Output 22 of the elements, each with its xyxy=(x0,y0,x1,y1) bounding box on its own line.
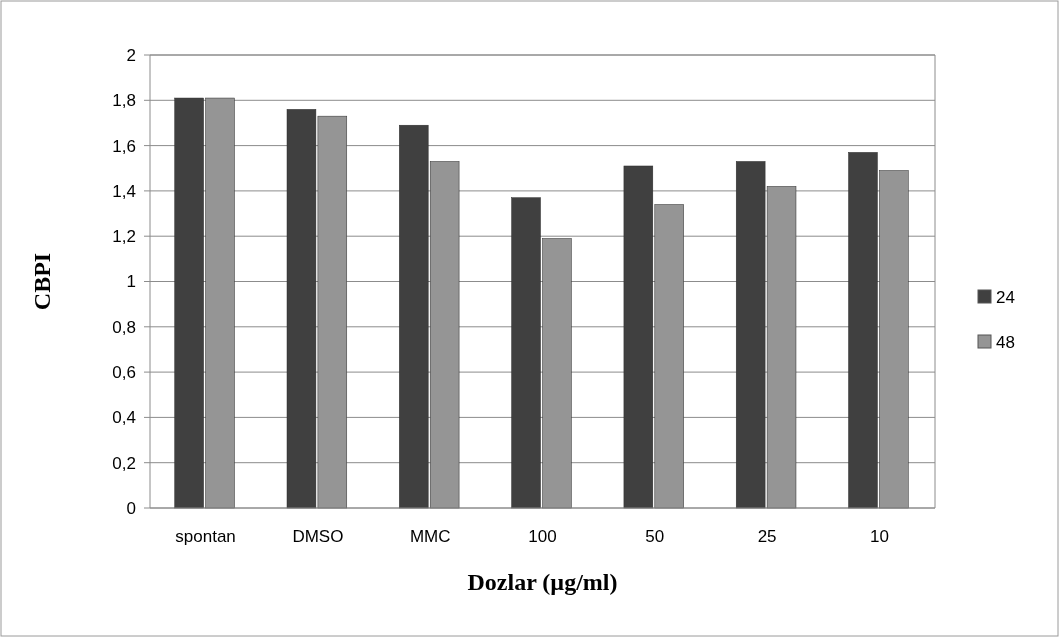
x-tick-label: DMSO xyxy=(292,527,344,546)
y-tick-label: 0 xyxy=(126,498,136,518)
y-tick-label: 0,6 xyxy=(112,363,136,383)
x-tick-label: 50 xyxy=(645,527,665,546)
y-tick-label: 1,2 xyxy=(112,227,136,247)
x-axis-title: Dozlar (µg/ml) xyxy=(467,569,618,595)
y-tick-label: 1,8 xyxy=(112,91,136,111)
x-tick-label: 25 xyxy=(757,527,777,546)
legend-label: 24 xyxy=(996,287,1015,307)
y-tick-label: 1,6 xyxy=(112,136,136,156)
y-tick-label: 0,8 xyxy=(112,317,136,337)
x-tick-label: spontan xyxy=(175,527,236,546)
x-tick-label: MMC xyxy=(409,527,451,546)
y-tick-label: 0,2 xyxy=(112,453,136,473)
y-tick-label: 1 xyxy=(126,272,136,292)
x-tick-label: 100 xyxy=(528,527,557,546)
x-tick-label: 10 xyxy=(869,527,889,546)
y-tick-label: 2 xyxy=(126,45,136,65)
y-tick-label: 0,4 xyxy=(112,408,136,428)
y-tick-label: 1,4 xyxy=(112,181,136,201)
legend-label: 48 xyxy=(996,332,1015,352)
y-axis-title: CBPI xyxy=(29,252,55,311)
